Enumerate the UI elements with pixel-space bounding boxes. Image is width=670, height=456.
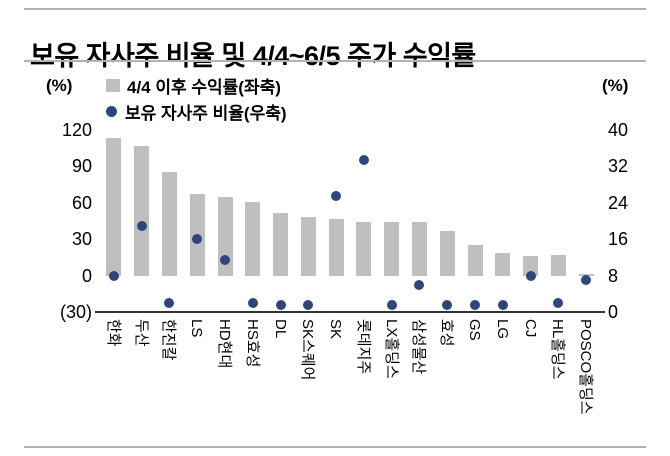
bar — [467, 245, 483, 276]
bar — [384, 222, 400, 276]
x-axis-label: HS효성 — [243, 319, 261, 368]
x-axis-label: 한화 — [104, 319, 122, 347]
x-axis-label: SK — [327, 319, 345, 340]
y-tick-left: 0 — [81, 265, 92, 286]
bottom-divider — [24, 446, 646, 448]
y-tick-left: (30) — [59, 302, 92, 322]
legend-item-treasury-ratio: 보유 자사주 비율(우축) — [106, 98, 287, 124]
scatter-dot — [247, 297, 258, 308]
y-tick-right: 16 — [608, 229, 629, 250]
legend-item-returns: 4/4 이후 수익률(좌축) — [106, 72, 287, 98]
right-axis-unit-label: (%) — [602, 76, 629, 95]
plot-area — [95, 130, 605, 313]
x-axis-label: GS — [466, 319, 483, 341]
y-tick-right: 0 — [608, 302, 619, 322]
legend-label-treasury-ratio: 보유 자사주 비율(우축) — [125, 103, 287, 123]
y-tick-left: 30 — [71, 229, 92, 250]
scatter-dot — [220, 254, 230, 265]
y-tick-right: 8 — [608, 265, 619, 286]
bar — [273, 212, 289, 276]
x-axis-label: HD현대 — [216, 319, 233, 369]
scatter-dot — [358, 154, 369, 165]
x-axis-label: CJ — [521, 319, 539, 338]
scatter-dot — [525, 270, 536, 281]
bar — [550, 254, 566, 276]
scatter-dot — [331, 190, 342, 201]
y-tick-left: 60 — [71, 192, 92, 213]
x-axis-label: 삼성물산 — [410, 319, 428, 375]
x-axis-label: LG — [493, 319, 511, 340]
x-axis-label: 한진칼 — [160, 319, 178, 361]
y-tick-right: 24 — [608, 192, 629, 213]
scatter-dot — [442, 300, 453, 311]
scatter-dot — [414, 279, 425, 290]
bar-series-swatch-icon — [106, 78, 120, 92]
title-divider — [24, 60, 646, 62]
bar — [578, 274, 594, 276]
scatter-dot — [275, 300, 286, 311]
bar — [300, 217, 316, 276]
scatter-dot — [108, 270, 119, 281]
bar — [161, 172, 177, 276]
x-axis-label: SK스퀘어 — [299, 319, 317, 381]
scatter-dot — [192, 234, 203, 245]
bar — [495, 252, 511, 276]
y-tick-left: 90 — [71, 156, 92, 177]
scatter-dot — [497, 300, 508, 311]
bar — [328, 218, 344, 276]
x-axis-line — [95, 311, 605, 313]
bar — [134, 145, 150, 276]
legend-label-returns: 4/4 이후 수익률(좌축) — [127, 77, 281, 97]
top-divider — [24, 8, 646, 10]
scatter-dot — [581, 275, 592, 286]
x-axis-label: 두산 — [132, 319, 150, 347]
chart-title: 보유 자사주 비율 및 4/4~6/5 주가 수익률 — [30, 41, 476, 72]
x-axis-label: POSCO홀딩스 — [577, 319, 595, 415]
x-axis-label: LX홀딩스 — [382, 319, 400, 379]
y-tick-right: 32 — [608, 156, 629, 177]
bar — [439, 230, 455, 276]
bar — [523, 256, 539, 276]
x-axis-label: 효성 — [438, 319, 456, 347]
scatter-dot — [470, 300, 480, 311]
bar — [245, 201, 261, 276]
bar — [106, 138, 122, 276]
y-tick-right: 40 — [608, 120, 629, 140]
legend: 4/4 이후 수익률(좌축) 보유 자사주 비율(우축) — [106, 72, 287, 124]
scatter-dot — [386, 300, 397, 311]
y-tick-left: 120 — [61, 120, 92, 140]
x-axis-label: 롯데지주 — [354, 319, 372, 375]
scatter-dot — [136, 220, 147, 231]
scatter-dot — [164, 297, 175, 308]
bar — [411, 222, 427, 276]
scatter-dot — [303, 300, 314, 311]
scatter-dot — [553, 297, 564, 308]
x-axis-label: DL — [271, 319, 289, 339]
x-axis-label: HL홀딩스 — [549, 319, 567, 380]
left-axis-unit-label: (%) — [46, 76, 73, 95]
bar — [356, 222, 372, 276]
dot-series-swatch-icon — [106, 105, 117, 117]
x-axis-label: LS — [188, 319, 206, 338]
